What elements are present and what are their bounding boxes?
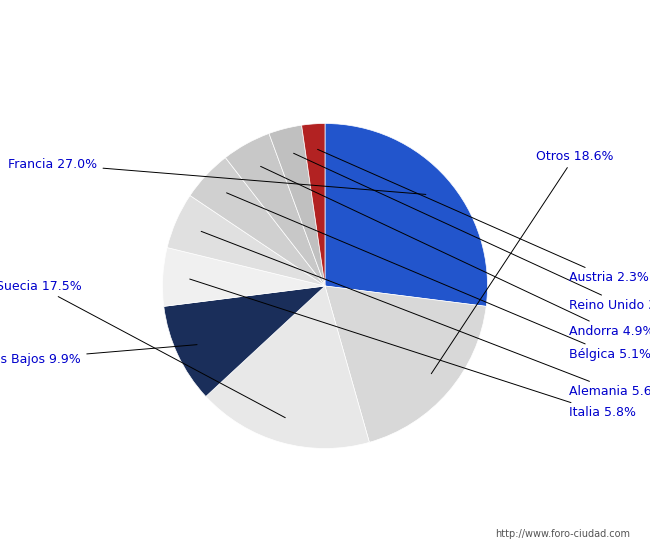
Wedge shape xyxy=(325,124,488,306)
Wedge shape xyxy=(190,158,325,286)
Wedge shape xyxy=(162,248,325,306)
Wedge shape xyxy=(226,134,325,286)
Text: Italia 5.8%: Italia 5.8% xyxy=(190,279,636,419)
Text: Montblanc - Turistas extranjeros según país - Abril de 2024: Montblanc - Turistas extranjeros según p… xyxy=(30,24,620,42)
Wedge shape xyxy=(269,125,325,286)
Text: Países Bajos 9.9%: Países Bajos 9.9% xyxy=(0,345,197,366)
Text: Suecia 17.5%: Suecia 17.5% xyxy=(0,279,285,417)
Wedge shape xyxy=(206,286,369,448)
Text: Alemania 5.6%: Alemania 5.6% xyxy=(201,232,650,398)
Wedge shape xyxy=(164,286,325,397)
Text: Reino Unido 3.3%: Reino Unido 3.3% xyxy=(294,153,650,312)
Text: Austria 2.3%: Austria 2.3% xyxy=(318,150,649,284)
Text: Otros 18.6%: Otros 18.6% xyxy=(432,150,614,373)
Text: http://www.foro-ciudad.com: http://www.foro-ciudad.com xyxy=(495,529,630,539)
Text: Bélgica 5.1%: Bélgica 5.1% xyxy=(227,193,650,361)
Wedge shape xyxy=(302,124,325,286)
Text: Andorra 4.9%: Andorra 4.9% xyxy=(261,166,650,338)
Text: Francia 27.0%: Francia 27.0% xyxy=(8,158,426,195)
Wedge shape xyxy=(325,286,486,442)
Wedge shape xyxy=(167,195,325,286)
